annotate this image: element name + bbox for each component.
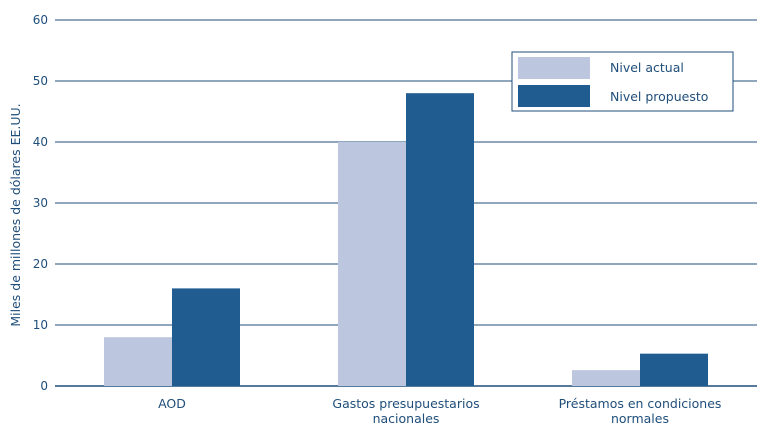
bar-nivel-propuesto-2 (640, 353, 708, 386)
y-tick-label-50: 50 (33, 74, 48, 88)
legend-label-nivel-propuesto: Nivel propuesto (610, 89, 708, 104)
legend-label-nivel-actual: Nivel actual (610, 60, 684, 75)
bar-nivel-actual-0 (104, 337, 172, 386)
y-tick-label-10: 10 (33, 318, 48, 332)
y-axis-label: Miles de millones de dólares EE.UU. (8, 103, 23, 326)
x-category-label-0: AOD (158, 396, 186, 411)
x-category-label-2: Préstamos en condiciones normales (559, 396, 722, 426)
y-tick-label-60: 60 (33, 13, 48, 27)
bar-nivel-actual-2 (572, 370, 640, 386)
legend-swatch-nivel-propuesto (518, 85, 590, 107)
y-tick-labels: 0 10 20 30 40 50 60 (33, 13, 48, 393)
legend-swatch-nivel-actual (518, 57, 590, 79)
y-tick-label-0: 0 (40, 379, 48, 393)
bar-nivel-propuesto-1 (406, 93, 474, 386)
bar-nivel-actual-1 (338, 142, 406, 386)
legend: Nivel actual Nivel propuesto (511, 51, 734, 112)
y-tick-label-20: 20 (33, 257, 48, 271)
y-tick-label-30: 30 (33, 196, 48, 210)
category-labels: AOD Gastos presupuestarios nacionales Prést… (158, 396, 721, 426)
bars (104, 93, 708, 386)
x-category-label-1: Gastos presupuestarios nacionales (332, 396, 479, 426)
y-tick-label-40: 40 (33, 135, 48, 149)
bar-nivel-propuesto-0 (172, 288, 240, 386)
